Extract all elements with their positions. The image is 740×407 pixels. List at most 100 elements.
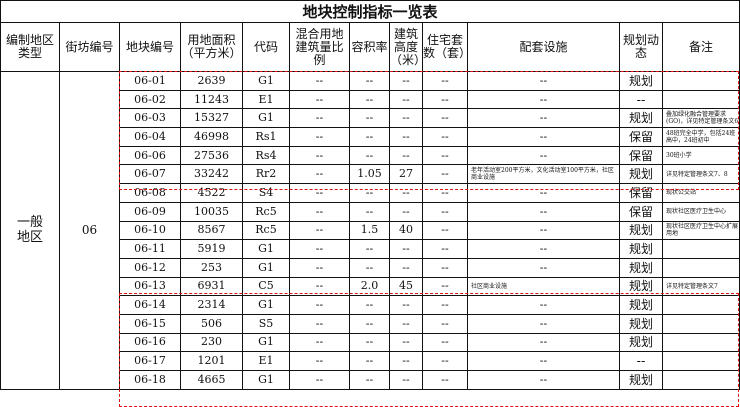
table-row: 06-13 6931 C5 -- 2.0 45 -- 社区商业设施 规划 详见特定管理条文7 [1, 276, 740, 297]
control-index-table: 地块控制指标一览表 编制地区类型 街坊编号 地块编号 用地面积（平方米） 代码 混合用地建… [0, 0, 740, 390]
cell-id: 06-12 [119, 257, 181, 278]
cell-status: 保留 [619, 145, 663, 166]
cell-status: 规划 [619, 370, 663, 390]
cell-area: 2639 [180, 71, 243, 91]
cell-code: G1 [242, 370, 290, 390]
cell-mix: -- [289, 108, 350, 129]
cell-facilities: 老年活动室200平方米，文化活动室100平方米，社区商业设施 [467, 164, 620, 185]
cell-area: 230 [180, 332, 243, 353]
table-row: 06-16 230 G1 -- -- -- -- -- 规划 [1, 332, 740, 353]
cell-units: -- [422, 145, 468, 166]
header-housing-units: 住宅套数（套） [422, 22, 468, 72]
cell-height: -- [389, 351, 423, 371]
cell-facilities: -- [467, 127, 620, 147]
cell-facilities: -- [467, 201, 620, 222]
cell-code: S4 [242, 183, 290, 203]
cell-mix: -- [289, 313, 350, 334]
cell-code: E1 [242, 351, 290, 371]
cell-units: -- [422, 276, 468, 297]
cell-code: G1 [242, 295, 290, 315]
cell-area: 2314 [180, 295, 243, 315]
cell-far: -- [349, 108, 390, 129]
header-remarks: 备注 [661, 22, 740, 72]
table-row: 06-04 46998 Rs1 -- -- -- -- -- 保留 48班完全中学，包括24班高中… [1, 127, 740, 147]
cell-facilities: -- [467, 89, 620, 110]
cell-code: G1 [242, 108, 290, 129]
cell-status: 规划 [619, 71, 663, 91]
cell-area: 8567 [180, 220, 243, 241]
cell-area: 11243 [180, 89, 243, 110]
header-plot-no: 地块编号 [119, 22, 181, 72]
cell-height: 40 [389, 220, 423, 241]
cell-facilities: -- [467, 332, 620, 353]
cell-mix: -- [289, 370, 350, 390]
header-block-no: 街坊编号 [59, 22, 120, 72]
cell-far: -- [349, 89, 390, 110]
cell-facilities: -- [467, 295, 620, 315]
cell-facilities: -- [467, 239, 620, 259]
cell-far: -- [349, 370, 390, 390]
cell-far: -- [349, 201, 390, 222]
cell-height: -- [389, 370, 423, 390]
cell-note: 叠加绿化融合管理要求(GO)，详见特定管理条文6 [661, 108, 740, 129]
cell-facilities: -- [467, 370, 620, 390]
cell-mix: -- [289, 239, 350, 259]
cell-far: -- [349, 71, 390, 91]
cell-units: -- [422, 295, 468, 315]
cell-far: -- [349, 239, 390, 259]
cell-id: 06-03 [119, 108, 181, 129]
cell-mix: -- [289, 295, 350, 315]
cell-status: 规划 [619, 332, 663, 353]
cell-height: -- [389, 183, 423, 203]
cell-far: -- [349, 351, 390, 371]
cell-code: Rs1 [242, 127, 290, 147]
cell-id: 06-15 [119, 313, 181, 334]
cell-id: 06-14 [119, 295, 181, 315]
cell-area: 15327 [180, 108, 243, 129]
cell-area: 10035 [180, 201, 243, 222]
cell-height: -- [389, 145, 423, 166]
cell-far: -- [349, 313, 390, 334]
cell-facilities: -- [467, 108, 620, 129]
cell-height: -- [389, 201, 423, 222]
cell-units: -- [422, 89, 468, 110]
cell-status: 规划 [619, 313, 663, 334]
cell-id: 06-02 [119, 89, 181, 110]
cell-units: -- [422, 220, 468, 241]
cell-note: 现状公交站 [661, 183, 740, 203]
cell-height: -- [389, 108, 423, 129]
cell-status: 规划 [619, 164, 663, 185]
cell-mix: -- [289, 257, 350, 278]
cell-units: -- [422, 257, 468, 278]
cell-units: -- [422, 108, 468, 129]
cell-mix: -- [289, 89, 350, 110]
cell-height: 27 [389, 164, 423, 185]
cell-units: -- [422, 332, 468, 353]
cell-note [661, 71, 740, 91]
block-no-cell: 06 [59, 71, 120, 390]
cell-height: 45 [389, 276, 423, 297]
cell-id: 06-13 [119, 276, 181, 297]
cell-status: 保留 [619, 201, 663, 222]
cell-height: -- [389, 257, 423, 278]
table-row: 06-02 11243 E1 -- -- -- -- -- -- [1, 89, 740, 110]
cell-units: -- [422, 127, 468, 147]
cell-height: -- [389, 295, 423, 315]
cell-area: 1201 [180, 351, 243, 371]
table-row: 06-18 4665 G1 -- -- -- -- -- 规划 [1, 370, 740, 390]
cell-area: 253 [180, 257, 243, 278]
cell-code: C5 [242, 276, 290, 297]
cell-area: 5919 [180, 239, 243, 259]
cell-facilities: 社区商业设施 [467, 276, 620, 297]
cell-height: -- [389, 89, 423, 110]
table-row: 06-17 1201 E1 -- -- -- -- -- -- [1, 351, 740, 371]
cell-height: -- [389, 71, 423, 91]
table-row: 06-10 8567 Rc5 -- 1.5 40 -- -- 规划 现状社区医疗卫生中心扩展用地 [1, 220, 740, 241]
cell-area: 4665 [180, 370, 243, 390]
cell-height: -- [389, 127, 423, 147]
cell-area: 46998 [180, 127, 243, 147]
cell-far: -- [349, 257, 390, 278]
cell-height: -- [389, 313, 423, 334]
cell-note: 30班小学 [661, 145, 740, 166]
region-type-cell: 一般地区 [0, 71, 60, 390]
